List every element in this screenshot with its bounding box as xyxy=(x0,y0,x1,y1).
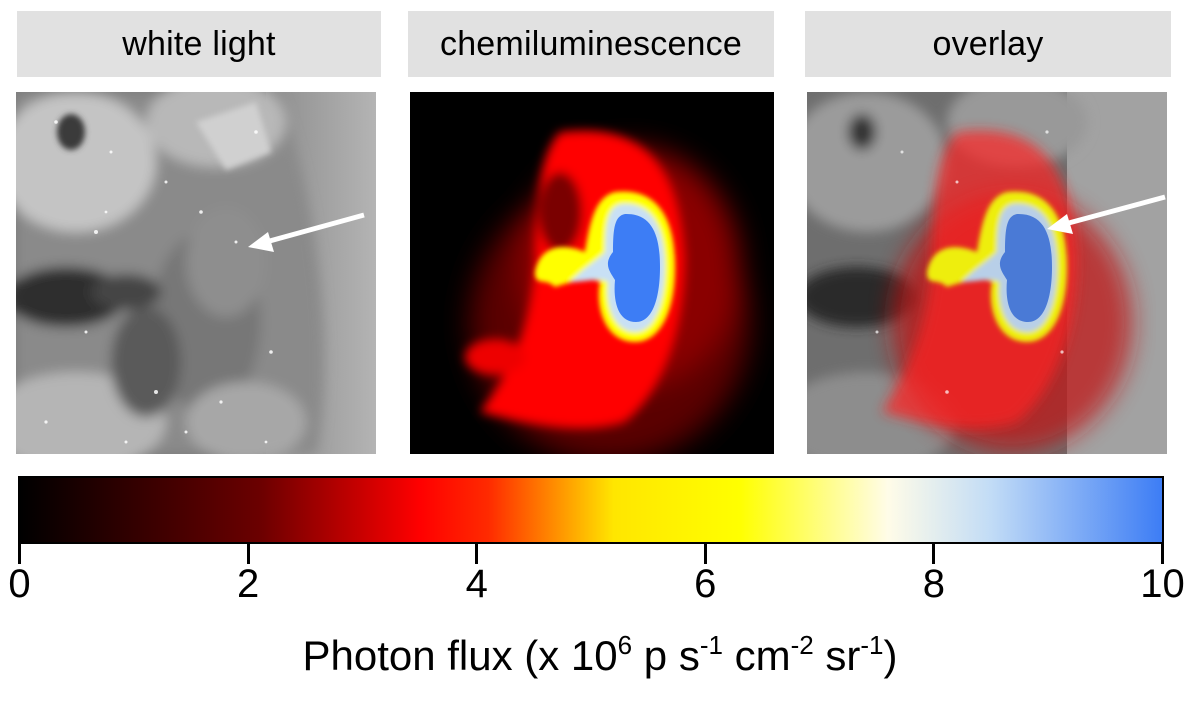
arrow-line xyxy=(265,212,365,245)
colorbar-tick xyxy=(246,544,250,564)
arrow-head xyxy=(248,232,274,252)
colorbar-tick xyxy=(18,544,21,564)
label-prefix: Photon flux (x 10 xyxy=(302,632,618,679)
overlay-image xyxy=(807,92,1167,454)
label-unit-cm: cm xyxy=(722,632,791,679)
panel-title: white light xyxy=(122,24,276,63)
arrow-head xyxy=(1047,214,1073,234)
label-exp-1: 6 xyxy=(617,630,633,660)
label-unit-p-s: p s xyxy=(632,632,700,679)
colorbar-tick-label: 0 xyxy=(8,562,31,606)
header-overlay: overlay xyxy=(805,11,1171,77)
label-unit-sr: sr xyxy=(813,632,861,679)
label-suffix: ) xyxy=(883,632,898,679)
header-chemiluminescence: chemiluminescence xyxy=(408,11,774,77)
colorbar-tick-label: 10 xyxy=(1140,562,1185,606)
label-exp-2: -1 xyxy=(699,630,723,660)
header-white-light: white light xyxy=(17,11,381,77)
colorbar-tick-label: 8 xyxy=(922,562,946,606)
label-exp-3: -2 xyxy=(790,630,814,660)
colorbar-tick-label: 4 xyxy=(465,562,488,606)
colorbar-tick-label: 2 xyxy=(236,562,260,606)
panel-title: chemiluminescence xyxy=(440,24,742,63)
panel-title: overlay xyxy=(932,24,1044,63)
colorbar-tick xyxy=(475,544,479,564)
chemiluminescence-image xyxy=(410,92,774,454)
colorbar-label: Photon flux (x 106 p s-1 cm-2 sr-1) xyxy=(0,630,1200,682)
label-exp-4: -1 xyxy=(860,630,884,660)
colorbar-tick xyxy=(703,544,707,564)
colorbar-tick xyxy=(932,544,936,564)
arrow-line xyxy=(1064,194,1166,227)
colorbar-tick xyxy=(1161,544,1164,564)
colorbar-tick-label: 6 xyxy=(694,562,717,606)
white-light-image xyxy=(16,92,376,454)
colorbar xyxy=(18,476,1164,544)
